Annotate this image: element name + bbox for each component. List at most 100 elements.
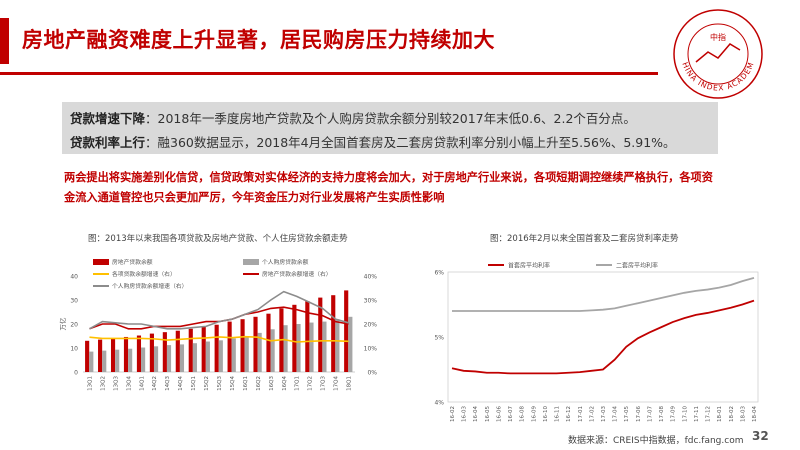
y-tick-label: 6% bbox=[434, 270, 444, 277]
title-accent-bar bbox=[0, 18, 9, 64]
y-axis-label: 万亿 bbox=[58, 317, 67, 331]
summary-box: 贷款增速下降：2018年一季度房地产贷款及个人购房贷款余额分别较2017年末低0… bbox=[62, 102, 718, 154]
legend-label: 个人购房贷款余额 bbox=[262, 258, 309, 266]
x-tick-label: 16-03 bbox=[462, 406, 468, 422]
legend-label: 各项贷款余额增速（右） bbox=[112, 270, 176, 278]
x-tick-label: 16Q2 bbox=[256, 376, 262, 391]
loan-balance-chart: 0 10 20 30 40 0% 10% 20% 30% 40% 万亿 13Q1 13Q2 13Q3 13Q… bbox=[58, 258, 378, 391]
bar bbox=[331, 295, 336, 372]
x-tick-label: 14Q3 bbox=[165, 376, 171, 391]
plot-frame bbox=[447, 271, 759, 403]
mortgage-rate-chart: 4% 5% 6% 16-02 16-03 16-04 16-05 16-06 16-07 16-0… bbox=[434, 262, 759, 422]
bar bbox=[344, 290, 349, 372]
bar bbox=[98, 339, 103, 372]
x-tick-label: 18Q1 bbox=[347, 376, 353, 391]
x-tick-label: 16Q4 bbox=[282, 376, 288, 391]
x-tick-label: 18-03 bbox=[740, 406, 746, 422]
title-underline bbox=[0, 72, 658, 75]
bar bbox=[85, 340, 90, 372]
bar bbox=[188, 328, 193, 372]
bar bbox=[322, 321, 327, 372]
x-tick-label: 17-06 bbox=[636, 406, 642, 422]
data-source: 数据来源：CREIS中指数据，fdc.fang.com bbox=[568, 436, 744, 446]
bar bbox=[335, 319, 340, 372]
bar bbox=[240, 319, 245, 372]
x-tick-label: 17-11 bbox=[694, 406, 700, 422]
y-tick-label: 10 bbox=[70, 346, 78, 353]
summary-line-loan-growth: 贷款增速下降：2018年一季度房地产贷款及个人购房贷款余额分别较2017年末低0… bbox=[70, 108, 636, 127]
legend-label: 首套房平均利率 bbox=[508, 262, 550, 270]
x-tick-label: 18-04 bbox=[752, 406, 758, 422]
bar bbox=[102, 350, 107, 372]
summary-text: ：融360数据显示，2018年4月全国首套房及二套房贷款利率分别小幅上升至5.5… bbox=[145, 135, 676, 150]
y2-tick-label: 10% bbox=[364, 346, 378, 353]
left-chart-title: 图：2013年以来我国各项贷款及房地产贷款、个人住房贷款余额走势 bbox=[88, 234, 348, 244]
bar bbox=[192, 343, 197, 372]
x-tick-label: 16Q1 bbox=[243, 376, 249, 391]
y-tick-label: 30 bbox=[70, 298, 78, 305]
y2-tick-label: 30% bbox=[364, 298, 378, 305]
bar bbox=[115, 349, 120, 372]
x-tick-label: 14Q4 bbox=[178, 376, 184, 391]
series-line bbox=[451, 299, 755, 375]
slide-title: 房地产融资难度上升显著，居民购房压力持续加大 bbox=[22, 28, 495, 52]
x-tick-label: 16-06 bbox=[496, 406, 502, 422]
x-tick-label: 15Q2 bbox=[204, 376, 210, 391]
x-tick-label: 18-01 bbox=[717, 406, 723, 422]
x-tick-label: 17-04 bbox=[613, 406, 619, 422]
bar bbox=[218, 340, 223, 372]
legend-label: 房地产贷款余额 bbox=[112, 258, 153, 266]
summary-line-loan-rate: 贷款利率上行：融360数据显示，2018年4月全国首套房及二套房贷款利率分别小幅… bbox=[70, 132, 676, 151]
x-tick-label: 17-03 bbox=[601, 406, 607, 422]
y-tick-label: 40 bbox=[70, 274, 78, 281]
bar bbox=[141, 347, 146, 372]
y-tick-label: 0 bbox=[74, 370, 78, 377]
x-tick-label: 18-02 bbox=[729, 406, 735, 422]
bar bbox=[153, 346, 159, 372]
x-tick-label: 17-02 bbox=[589, 406, 595, 422]
y2-tick-label: 40% bbox=[364, 274, 378, 281]
summary-label: 贷款增速下降 bbox=[70, 111, 146, 126]
bar bbox=[266, 313, 271, 372]
page-number: 32 bbox=[752, 429, 769, 443]
bar bbox=[257, 332, 262, 372]
bar bbox=[175, 330, 180, 372]
y-tick-label: 4% bbox=[434, 400, 444, 407]
x-tick-label: 16-08 bbox=[520, 406, 526, 422]
bar bbox=[89, 351, 94, 372]
x-tick-label: 16-07 bbox=[508, 406, 514, 422]
right-chart-title: 图：2016年2月以来全国首套及二套房贷利率走势 bbox=[490, 234, 679, 244]
bar bbox=[149, 333, 154, 372]
x-tick-label: 16-10 bbox=[543, 406, 549, 422]
x-tick-label: 17Q1 bbox=[295, 376, 301, 391]
bar bbox=[205, 341, 210, 372]
policy-note: 两会提出将实施差别化信贷，信贷政策对实体经济的支持力度将会加大，对于房地产行业来… bbox=[64, 171, 713, 204]
bar bbox=[123, 336, 129, 372]
bar bbox=[270, 329, 275, 372]
bar bbox=[231, 338, 236, 372]
bar bbox=[214, 324, 219, 372]
x-tick-label: 17-05 bbox=[624, 406, 630, 422]
x-tick-label: 16-12 bbox=[566, 406, 572, 422]
bar bbox=[166, 345, 172, 372]
summary-text: ：2018年一季度房地产贷款及个人购房贷款余额分别较2017年末低0.6、2.2… bbox=[145, 111, 636, 126]
x-tick-label: 13Q3 bbox=[113, 376, 119, 391]
x-tick-label: 16-09 bbox=[531, 406, 537, 422]
bar bbox=[253, 316, 258, 372]
legend-label: 个人购房贷款余额增速（右） bbox=[112, 282, 187, 290]
x-tick-label: 17-12 bbox=[706, 406, 712, 422]
series-line bbox=[89, 335, 349, 343]
y-tick-label: 20 bbox=[70, 322, 78, 329]
bar bbox=[305, 301, 310, 372]
legend-label: 房地产贷款余额增速（右） bbox=[262, 270, 332, 278]
x-tick-label: 13Q1 bbox=[87, 376, 93, 391]
x-tick-label: 17-10 bbox=[682, 406, 688, 422]
bar bbox=[296, 324, 301, 372]
bar bbox=[179, 344, 185, 372]
china-index-academy-logo: CHINA INDEX ACADEMY 中指 bbox=[668, 4, 763, 99]
bar bbox=[292, 304, 297, 372]
series-line bbox=[452, 276, 755, 312]
bar bbox=[309, 322, 314, 372]
y2-tick-label: 20% bbox=[364, 322, 378, 329]
x-tick-label: 16-11 bbox=[555, 406, 561, 422]
